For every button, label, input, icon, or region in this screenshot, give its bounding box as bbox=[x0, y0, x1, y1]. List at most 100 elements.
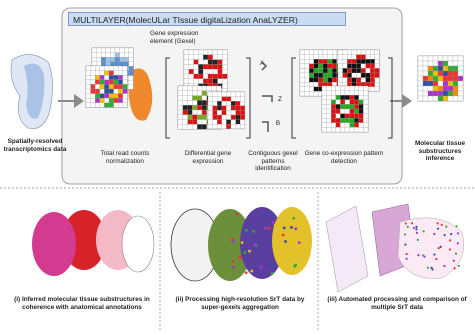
gexel bbox=[432, 75, 439, 82]
gexel bbox=[217, 91, 222, 97]
gexel bbox=[104, 65, 110, 71]
title: MULTILAYER(MolecULar TIssue digitaLizati… bbox=[68, 12, 346, 26]
gexel bbox=[457, 90, 464, 97]
gexel bbox=[321, 85, 327, 91]
gexel bbox=[193, 49, 199, 55]
gexel bbox=[422, 85, 429, 92]
gexel bbox=[177, 90, 183, 96]
gexel bbox=[110, 47, 116, 53]
gexel bbox=[442, 90, 449, 97]
gexel bbox=[356, 72, 362, 78]
gexel bbox=[447, 80, 454, 87]
gexel bbox=[182, 100, 188, 106]
gexel bbox=[349, 122, 355, 128]
gexel bbox=[351, 68, 357, 74]
gexel bbox=[422, 80, 429, 87]
gexel bbox=[342, 63, 348, 69]
spot bbox=[292, 216, 296, 220]
gexel bbox=[85, 102, 91, 108]
gexel bbox=[201, 109, 207, 115]
spot bbox=[244, 271, 248, 275]
gexel bbox=[122, 75, 128, 80]
gexel bbox=[217, 49, 223, 55]
spot bbox=[404, 243, 407, 246]
gexel bbox=[188, 78, 194, 84]
spot bbox=[264, 227, 267, 230]
gexel bbox=[304, 72, 310, 78]
gexel bbox=[313, 59, 319, 64]
gexel bbox=[335, 108, 341, 114]
gexel bbox=[309, 82, 314, 87]
gexel bbox=[437, 80, 444, 87]
spot bbox=[406, 225, 409, 229]
gexel bbox=[344, 90, 350, 96]
gexel bbox=[442, 80, 449, 87]
gexel bbox=[114, 57, 120, 62]
gexel bbox=[327, 72, 333, 78]
gexel bbox=[427, 75, 434, 82]
gexel bbox=[101, 61, 106, 67]
gexel bbox=[226, 105, 232, 111]
gexel bbox=[197, 114, 203, 120]
gexel bbox=[347, 59, 352, 64]
gexel bbox=[177, 85, 183, 91]
spot bbox=[284, 240, 287, 243]
spot bbox=[238, 256, 242, 260]
gexel bbox=[422, 95, 429, 102]
gexel bbox=[422, 75, 429, 82]
gexel bbox=[207, 78, 213, 84]
gexel bbox=[222, 54, 228, 60]
gexel bbox=[226, 96, 232, 102]
gexel bbox=[340, 127, 346, 133]
gexel bbox=[91, 52, 97, 58]
gexel bbox=[340, 99, 346, 105]
gexel bbox=[342, 59, 348, 64]
gexel bbox=[85, 79, 91, 85]
gexel bbox=[337, 63, 343, 69]
spot bbox=[259, 265, 263, 269]
gexel bbox=[99, 84, 105, 90]
gexel bbox=[337, 68, 343, 74]
gexel bbox=[90, 93, 96, 99]
spot bbox=[443, 264, 446, 268]
gexel bbox=[351, 77, 357, 83]
gexel bbox=[203, 59, 209, 65]
gexel bbox=[309, 86, 314, 92]
gexel bbox=[340, 122, 346, 128]
gexel bbox=[363, 85, 369, 91]
spot bbox=[252, 229, 256, 233]
step-label: Gene co-expression pattern detection bbox=[304, 150, 384, 165]
gexel bbox=[188, 64, 194, 70]
gexel bbox=[342, 54, 348, 60]
gexel bbox=[331, 108, 336, 114]
spot bbox=[440, 223, 443, 226]
panel-label: (iii) Automated processing and compariso… bbox=[327, 296, 467, 311]
gexel bbox=[108, 79, 114, 85]
gexel bbox=[374, 77, 380, 83]
gexel bbox=[331, 127, 336, 133]
gexel bbox=[365, 59, 371, 64]
gexel bbox=[321, 104, 327, 110]
gexel bbox=[447, 75, 454, 82]
spot bbox=[265, 213, 269, 217]
step-label: Contiguous gexel patterns identification bbox=[248, 150, 298, 173]
icon-letter: B bbox=[275, 120, 281, 127]
spot bbox=[231, 260, 235, 263]
gexel bbox=[335, 122, 341, 128]
gexel bbox=[212, 49, 218, 55]
gexel bbox=[452, 60, 459, 67]
gexel bbox=[427, 55, 434, 62]
gexel bbox=[240, 96, 245, 102]
gexel bbox=[321, 118, 327, 123]
arrow-out bbox=[390, 94, 412, 108]
gexel bbox=[447, 55, 454, 62]
gexel bbox=[356, 49, 362, 55]
spot bbox=[415, 231, 418, 234]
gexel bbox=[457, 85, 464, 92]
gexel bbox=[187, 85, 193, 91]
gexel bbox=[201, 105, 207, 111]
gexel bbox=[197, 85, 203, 91]
gexel bbox=[198, 73, 204, 79]
gexel bbox=[318, 63, 324, 69]
